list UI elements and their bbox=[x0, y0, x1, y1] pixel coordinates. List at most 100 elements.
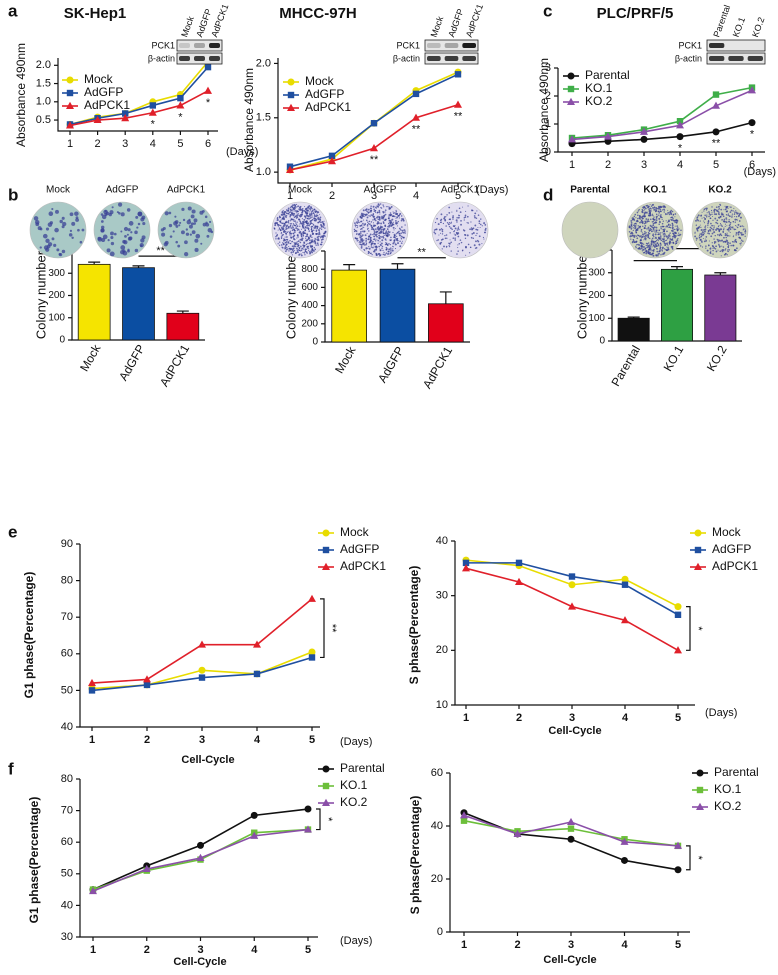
data-point bbox=[568, 573, 576, 580]
colony bbox=[314, 215, 316, 218]
colony bbox=[675, 221, 678, 224]
colony bbox=[696, 218, 698, 221]
colony bbox=[324, 227, 326, 229]
colony bbox=[300, 254, 303, 257]
colony bbox=[450, 227, 452, 230]
colony bbox=[652, 252, 655, 255]
data-point bbox=[712, 128, 720, 136]
colony bbox=[632, 239, 634, 241]
colony bbox=[639, 215, 641, 217]
legend-label: Parental bbox=[585, 68, 630, 82]
colony bbox=[293, 210, 295, 212]
colony bbox=[721, 225, 723, 228]
colony bbox=[718, 229, 721, 232]
colony bbox=[200, 242, 203, 245]
colony bbox=[191, 230, 196, 235]
colony bbox=[312, 223, 315, 226]
colony bbox=[306, 239, 309, 241]
colony bbox=[319, 233, 321, 235]
colony bbox=[191, 209, 196, 214]
colony bbox=[434, 228, 437, 231]
colony bbox=[630, 235, 632, 237]
legend-marker bbox=[694, 529, 702, 537]
colony bbox=[637, 234, 640, 237]
colony bbox=[48, 211, 54, 217]
colony bbox=[654, 206, 656, 208]
colony bbox=[725, 213, 728, 216]
colony bbox=[319, 216, 322, 219]
blot-lane-label: Mock bbox=[429, 14, 446, 38]
colony bbox=[631, 217, 634, 219]
significance: ** bbox=[370, 154, 379, 166]
colony bbox=[376, 222, 379, 225]
colony bbox=[385, 218, 387, 221]
colony bbox=[666, 242, 669, 245]
colony bbox=[195, 233, 201, 239]
colony bbox=[735, 234, 737, 236]
colony bbox=[320, 241, 323, 244]
colony bbox=[713, 213, 716, 215]
colony bbox=[662, 209, 664, 211]
colony bbox=[457, 227, 460, 230]
legend-label: AdPCK1 bbox=[340, 559, 386, 573]
colony bbox=[452, 215, 454, 217]
colony bbox=[463, 219, 465, 221]
colony bbox=[306, 207, 308, 209]
colony bbox=[707, 226, 709, 228]
colony bbox=[277, 243, 279, 245]
colony bbox=[726, 225, 728, 227]
colony bbox=[441, 248, 443, 250]
legend-label: Mock bbox=[340, 525, 370, 539]
colony bbox=[735, 209, 737, 212]
x-tick-label: AdGFP bbox=[116, 342, 148, 383]
colony bbox=[739, 225, 742, 228]
colony bbox=[385, 242, 387, 244]
colony bbox=[287, 219, 290, 222]
colony bbox=[716, 222, 719, 225]
colony bbox=[361, 238, 363, 240]
colony bbox=[295, 242, 298, 245]
y-tick-label: 1.5 bbox=[256, 112, 271, 124]
legend-marker bbox=[66, 101, 74, 109]
colony bbox=[658, 229, 660, 231]
colony bbox=[360, 217, 362, 219]
colony bbox=[210, 230, 214, 234]
y-tick-label: 1.0 bbox=[36, 96, 51, 108]
colony bbox=[705, 209, 708, 211]
x-tick-label: Mock bbox=[77, 341, 104, 374]
colony bbox=[459, 239, 462, 241]
colony bbox=[194, 238, 199, 243]
colony bbox=[715, 213, 718, 216]
colony bbox=[308, 230, 311, 232]
colony bbox=[700, 235, 703, 238]
colony bbox=[288, 240, 290, 242]
colony bbox=[708, 215, 710, 218]
colony bbox=[387, 222, 390, 225]
colony bbox=[293, 245, 296, 248]
colony bbox=[324, 232, 326, 235]
colony bbox=[698, 234, 701, 236]
colony bbox=[712, 249, 714, 252]
y-tick-label: 40 bbox=[431, 820, 443, 832]
colony bbox=[735, 240, 737, 243]
x-tick-label: AdGFP bbox=[375, 344, 407, 385]
colony bbox=[666, 222, 668, 224]
colony bbox=[675, 219, 677, 222]
colony bbox=[296, 210, 298, 212]
colony bbox=[318, 231, 321, 234]
colony bbox=[290, 243, 292, 245]
colony bbox=[361, 240, 364, 243]
colony bbox=[714, 242, 716, 245]
colony bbox=[291, 240, 294, 243]
data-point bbox=[328, 152, 336, 160]
colony bbox=[657, 240, 660, 242]
colony bbox=[662, 232, 664, 234]
legend-marker bbox=[322, 765, 330, 773]
colony bbox=[316, 236, 319, 239]
colony bbox=[366, 210, 368, 213]
colony bbox=[379, 203, 382, 205]
colony bbox=[363, 239, 365, 241]
colony bbox=[293, 242, 295, 244]
x-tick-label: 3 bbox=[122, 138, 128, 150]
colony bbox=[705, 240, 707, 242]
